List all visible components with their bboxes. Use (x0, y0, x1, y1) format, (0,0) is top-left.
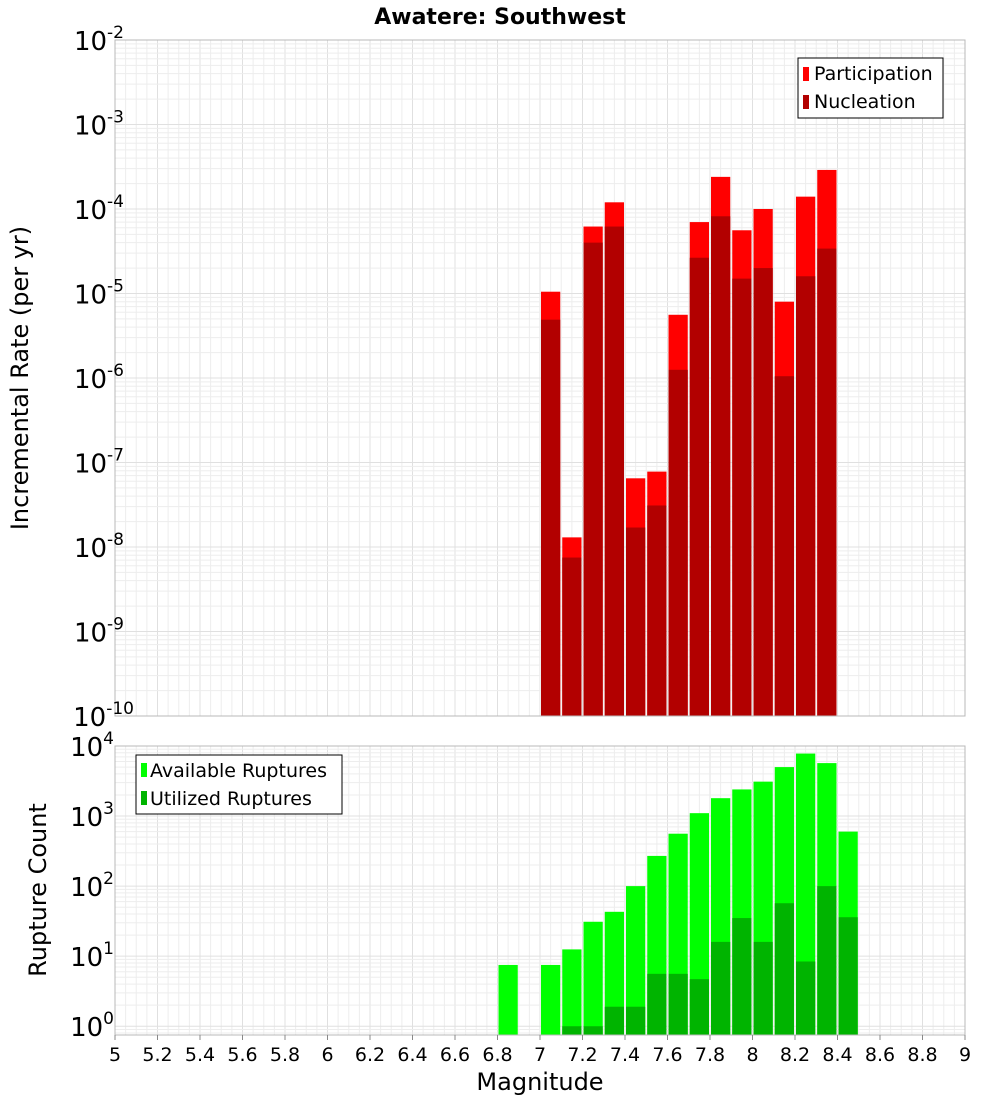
chart-title: Awatere: Southwest (374, 5, 626, 30)
x-tick-label: 8.8 (907, 1044, 937, 1066)
utilized-ruptures-bar (604, 1006, 624, 1035)
utilized-ruptures-bar (583, 1026, 603, 1035)
y-tick-label: 10-2 (74, 23, 124, 57)
bottom-legend: Available Ruptures Utilized Ruptures (135, 754, 343, 815)
y-tick-label: 10-9 (74, 615, 124, 649)
y-tick-label: 10-8 (74, 530, 124, 564)
nucleation-bar (604, 226, 624, 716)
nucleation-bar (753, 268, 773, 716)
x-tick-label: 7 (534, 1044, 546, 1066)
x-tick-label: 7.2 (567, 1044, 597, 1066)
bottom-y-axis-label: Rupture Count (24, 803, 52, 977)
x-tick-label: 8.4 (822, 1044, 852, 1066)
x-axis-label: Magnitude (476, 1068, 603, 1096)
x-tick-label: 7.6 (652, 1044, 682, 1066)
y-tick-label: 102 (70, 869, 114, 903)
available-ruptures-bar (498, 964, 518, 1035)
utilized-ruptures-bar (562, 1026, 582, 1035)
utilized-ruptures-bar (732, 918, 752, 1035)
x-tick-label: 5.2 (142, 1044, 172, 1066)
top-plot: 10-10 10-9 10-8 10-7 10-6 10-5 10-4 10-3 10-2 In… (6, 23, 966, 733)
y-tick-label: 10-6 (74, 361, 124, 395)
legend-label-nucleation: Nucleation (814, 91, 916, 113)
y-tick-label: 10-10 (73, 699, 134, 733)
nucleation-bar (796, 276, 816, 716)
nucleation-bar (732, 278, 752, 716)
legend-label-utilized: Utilized Ruptures (150, 788, 312, 810)
legend-label-available: Available Ruptures (150, 760, 327, 782)
x-tick-label: 8 (746, 1044, 758, 1066)
available-ruptures-bar (562, 949, 582, 1035)
x-tick-label: 5.4 (185, 1044, 215, 1066)
x-tick-label: 8.6 (865, 1044, 895, 1066)
utilized-ruptures-bar (753, 941, 773, 1035)
x-tick-label: 6.8 (482, 1044, 512, 1066)
y-tick-label: 104 (70, 729, 114, 763)
y-tick-label: 101 (70, 939, 114, 973)
y-tick-label: 10-5 (74, 277, 124, 311)
y-tick-label: 10-7 (74, 446, 124, 480)
nucleation-bar (711, 216, 731, 717)
available-ruptures-bar (541, 964, 561, 1035)
x-tick-label: 6.6 (440, 1044, 470, 1066)
top-legend: Participation Nucleation (797, 57, 944, 119)
x-tick-label: 5.8 (270, 1044, 300, 1066)
utilized-ruptures-bar (711, 941, 731, 1035)
bottom-plot: 100 101 102 103 104 5 5.2 5.4 5.6 5.8 6 6.2 6.4 6.6 6… (24, 729, 971, 1096)
legend-swatch-nucleation (803, 95, 809, 109)
nucleation-bar (541, 319, 561, 716)
utilized-ruptures-bar (838, 917, 858, 1035)
available-ruptures-bar (604, 911, 624, 1035)
y-tick-label: 10-4 (74, 192, 124, 226)
legend-swatch-available (141, 763, 147, 777)
x-tick-label: 6.4 (397, 1044, 427, 1066)
legend-swatch-utilized (141, 791, 147, 805)
y-tick-label: 10-3 (74, 108, 124, 142)
utilized-ruptures-bar (647, 973, 667, 1035)
available-ruptures-bar (626, 886, 646, 1035)
nucleation-bar (817, 248, 837, 716)
x-tick-label: 7.8 (695, 1044, 725, 1066)
x-tick-label: 5 (109, 1044, 121, 1066)
x-tick-label: 7.4 (610, 1044, 640, 1066)
available-ruptures-bar (583, 921, 603, 1035)
nucleation-bar (583, 242, 603, 717)
x-tick-label: 8.2 (780, 1044, 810, 1066)
utilized-ruptures-bar (774, 903, 794, 1035)
nucleation-bar (668, 369, 688, 716)
nucleation-bar (562, 557, 582, 716)
utilized-ruptures-bar (796, 961, 816, 1035)
utilized-ruptures-bar (817, 886, 837, 1035)
utilized-ruptures-bar (689, 979, 709, 1035)
top-y-axis-label: Incremental Rate (per yr) (6, 226, 34, 530)
nucleation-bar (774, 376, 794, 716)
x-tick-label: 6.2 (355, 1044, 385, 1066)
nucleation-bar (689, 257, 709, 716)
legend-label-participation: Participation (814, 63, 933, 85)
x-tick-label: 5.6 (227, 1044, 257, 1066)
y-tick-label: 100 (70, 1009, 114, 1043)
x-tick-label: 6 (321, 1044, 333, 1066)
y-tick-label: 103 (70, 799, 114, 833)
legend-swatch-participation (803, 67, 809, 81)
top-plot-frame (114, 39, 966, 717)
utilized-ruptures-bar (668, 973, 688, 1035)
nucleation-bar (647, 505, 667, 716)
x-tick-label: 9 (959, 1044, 971, 1066)
nucleation-bar (626, 527, 646, 716)
utilized-ruptures-bar (626, 1006, 646, 1035)
